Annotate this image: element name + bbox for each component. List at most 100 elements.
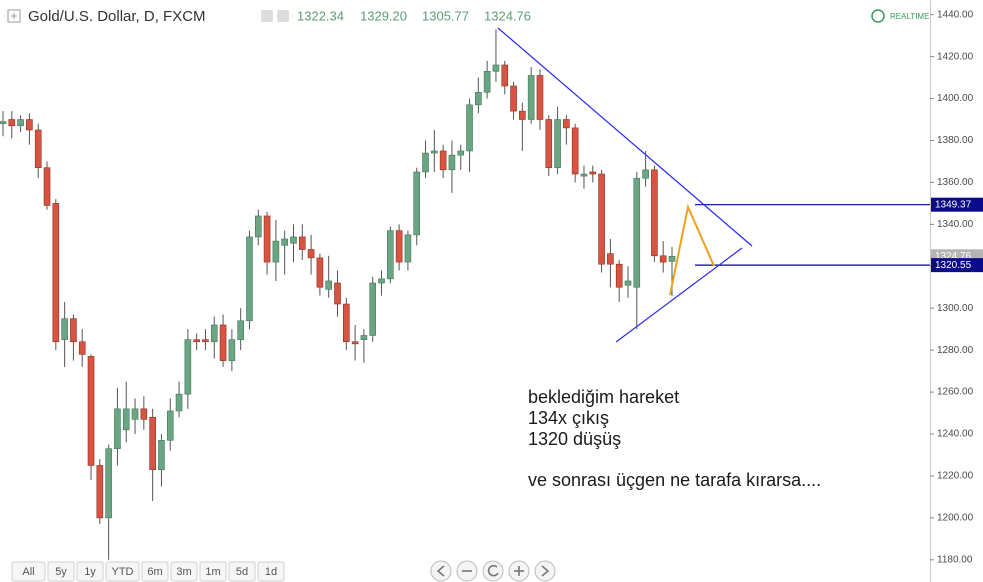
candle-body [325,280,332,290]
candle-body [580,173,588,177]
y-tick-label: 1360.00 [937,177,974,188]
candle-body [536,75,544,120]
candle-body [61,318,68,340]
range-button[interactable] [76,561,104,582]
realtime-label: REALTIME [890,12,929,21]
nav-icons [436,564,550,577]
range-label[interactable]: YTD [112,566,134,578]
nav-button[interactable] [482,560,504,582]
candle-body [219,324,227,361]
candle-body [26,119,33,131]
y-tick-label: 1280.00 [937,345,974,356]
candle-body [281,238,288,246]
nav-icon [541,565,550,577]
candle-body [360,335,368,340]
candle-body [96,465,104,519]
candle-body [87,356,95,466]
range-button[interactable] [105,561,140,582]
candle-body [105,448,112,519]
y-tick-label: 1440.00 [937,9,974,20]
nav-button[interactable] [430,560,452,582]
range-label[interactable]: 1y [84,566,96,578]
candle-body [431,150,438,154]
range-label[interactable]: 5y [55,566,67,578]
candle-body [527,75,535,120]
range-button[interactable] [199,561,227,582]
nav-icon [487,564,499,577]
range-label[interactable]: 1m [205,566,220,578]
candle-body [290,236,297,244]
candle-body [316,257,324,288]
candle-body [237,320,244,340]
annotation: 1320 düşüş [528,429,621,449]
candle-body [651,169,658,257]
range-label[interactable]: 1d [265,566,277,578]
range-label[interactable]: All [22,566,34,578]
candle-body [633,177,641,288]
candle-body [202,339,209,343]
candle-body [492,64,500,72]
candle-body [158,439,165,470]
candle-body [114,408,121,449]
annotation: 134x çıkış [528,408,609,428]
candle-body [395,230,403,263]
range-label[interactable]: 5d [236,566,248,578]
candle-body [607,253,614,265]
range-button[interactable] [47,561,75,582]
candle-body [483,70,491,93]
candle-body [298,236,306,250]
candle-body [369,282,377,336]
y-tick-label: 1220.00 [937,471,974,482]
candle-body [642,169,649,179]
high-value: 1329.20 [360,8,407,23]
candle-body [589,171,597,175]
candle-body [193,339,200,343]
eye-icon[interactable] [261,10,273,22]
nav-icon [436,565,445,577]
range-button[interactable] [257,561,285,582]
annotation: beklediğim hareket [528,387,679,407]
price-line-label: 1349.37 [935,199,972,210]
candle-body [272,240,280,263]
range-button[interactable] [11,561,46,582]
candle-body [184,339,192,395]
y-tick-label: 1300.00 [937,303,974,314]
y-tick-label: 1180.00 [937,554,973,565]
close-value: 1324.76 [484,8,531,23]
y-tick-label: 1400.00 [937,93,974,104]
candle-body [228,339,236,361]
candle-body [378,278,385,284]
candle-body [43,167,51,206]
candle-body [307,249,315,259]
range-button[interactable] [228,561,256,582]
candle-body [210,324,218,343]
candle-body [510,85,517,112]
candle-body [659,255,667,263]
collapse-icon[interactable] [7,9,21,23]
candle-body [52,203,60,343]
nav-button[interactable] [534,560,556,582]
candle-body [519,110,526,120]
low-value: 1305.77 [422,8,469,23]
candle-body [422,152,429,173]
candle-body [571,127,579,175]
candle-body [0,121,7,125]
candle-body [70,318,77,343]
trend-line [615,247,743,343]
candle-body [466,104,473,152]
candle-body [175,393,183,412]
candle-body [34,129,42,169]
range-button[interactable] [170,561,198,582]
trend-line [497,27,753,247]
settings-icon[interactable] [277,10,289,22]
candle-body [351,341,359,345]
candle-body [166,410,174,441]
candle-body [78,341,86,355]
y-tick-label: 1240.00 [937,429,974,440]
candle-body [131,408,139,420]
range-label[interactable]: 3m [176,566,191,578]
range-label[interactable]: 6m [147,566,162,578]
price-axis: 1180.00 1200.00 1220.00 1240.00 1260.00 1280.… [930,9,983,565]
range-button[interactable] [141,561,169,582]
